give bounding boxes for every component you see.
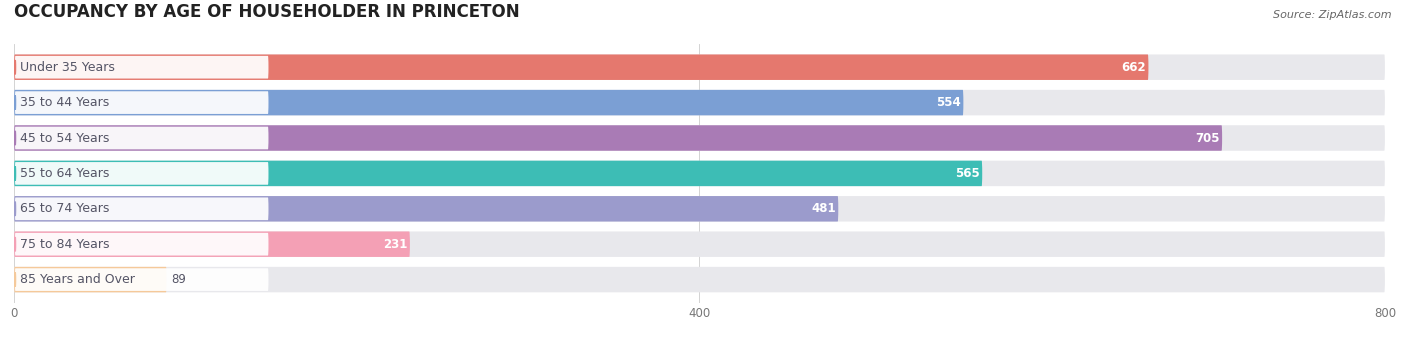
- FancyBboxPatch shape: [14, 196, 1385, 222]
- FancyBboxPatch shape: [15, 198, 269, 220]
- FancyBboxPatch shape: [14, 90, 1385, 115]
- Text: 662: 662: [1122, 61, 1146, 74]
- Text: 55 to 64 Years: 55 to 64 Years: [20, 167, 108, 180]
- Text: 565: 565: [955, 167, 980, 180]
- Text: 35 to 44 Years: 35 to 44 Years: [20, 96, 108, 109]
- FancyBboxPatch shape: [14, 54, 1385, 80]
- FancyBboxPatch shape: [14, 196, 838, 222]
- FancyBboxPatch shape: [15, 162, 269, 185]
- Text: Source: ZipAtlas.com: Source: ZipAtlas.com: [1274, 10, 1392, 20]
- FancyBboxPatch shape: [14, 161, 983, 186]
- FancyBboxPatch shape: [14, 267, 166, 292]
- FancyBboxPatch shape: [14, 54, 1149, 80]
- FancyBboxPatch shape: [15, 127, 269, 149]
- Text: 75 to 84 Years: 75 to 84 Years: [20, 238, 110, 251]
- FancyBboxPatch shape: [14, 125, 1222, 151]
- Text: 705: 705: [1195, 132, 1219, 144]
- Text: 231: 231: [382, 238, 408, 251]
- FancyBboxPatch shape: [15, 233, 269, 256]
- FancyBboxPatch shape: [14, 161, 1385, 186]
- FancyBboxPatch shape: [14, 232, 1385, 257]
- Text: OCCUPANCY BY AGE OF HOUSEHOLDER IN PRINCETON: OCCUPANCY BY AGE OF HOUSEHOLDER IN PRINC…: [14, 3, 520, 21]
- FancyBboxPatch shape: [14, 125, 1385, 151]
- FancyBboxPatch shape: [15, 56, 269, 79]
- Text: 65 to 74 Years: 65 to 74 Years: [20, 202, 108, 215]
- Text: 481: 481: [811, 202, 835, 215]
- Text: 85 Years and Over: 85 Years and Over: [20, 273, 135, 286]
- FancyBboxPatch shape: [14, 90, 963, 115]
- FancyBboxPatch shape: [15, 268, 269, 291]
- FancyBboxPatch shape: [15, 91, 269, 114]
- Text: Under 35 Years: Under 35 Years: [20, 61, 114, 74]
- FancyBboxPatch shape: [14, 232, 411, 257]
- Text: 89: 89: [172, 273, 186, 286]
- Text: 45 to 54 Years: 45 to 54 Years: [20, 132, 108, 144]
- Text: 554: 554: [936, 96, 960, 109]
- FancyBboxPatch shape: [14, 267, 1385, 292]
